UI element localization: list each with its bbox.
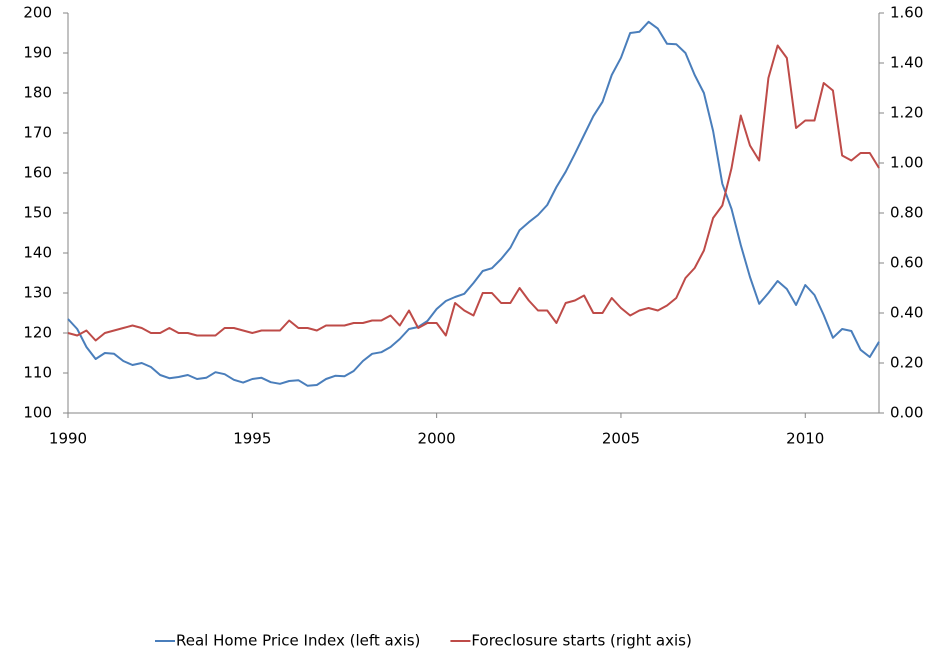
- series-line: [67, 20, 880, 387]
- y2-tick-label: 0.60: [890, 254, 923, 272]
- y-tick-label: 190: [23, 44, 52, 62]
- y-tick-label: 200: [23, 4, 52, 22]
- y-tick-label: 150: [23, 204, 52, 222]
- y-tick-label: 140: [23, 244, 52, 262]
- x-tick-label: 2010: [786, 430, 824, 448]
- y2-tick-label: 0.40: [890, 304, 923, 322]
- y-tick-label: 180: [23, 84, 52, 102]
- y-tick-label: 100: [23, 404, 52, 422]
- y2-tick-label: 0.00: [890, 404, 923, 422]
- x-tick-label: 1995: [233, 430, 271, 448]
- y-tick-label: 170: [23, 124, 52, 142]
- legend-label: Real Home Price Index (left axis): [176, 632, 420, 650]
- y-tick-label: 130: [23, 284, 52, 302]
- x-tick-label: 2000: [418, 430, 456, 448]
- y2-tick-label: 1.60: [890, 4, 923, 22]
- x-tick-label: 2005: [602, 430, 640, 448]
- y-tick-label: 120: [23, 324, 52, 342]
- legend-label: Foreclosure starts (right axis): [471, 632, 691, 650]
- y2-tick-label: 1.40: [890, 54, 923, 72]
- y2-tick-label: 0.80: [890, 204, 923, 222]
- x-tick-label: 1990: [49, 430, 87, 448]
- y2-tick-label: 1.20: [890, 104, 923, 122]
- y-tick-label: 110: [23, 364, 52, 382]
- y2-tick-label: 1.00: [890, 154, 923, 172]
- y-tick-label: 160: [23, 164, 52, 182]
- y2-tick-label: 0.20: [890, 354, 923, 372]
- series-line: [67, 44, 880, 342]
